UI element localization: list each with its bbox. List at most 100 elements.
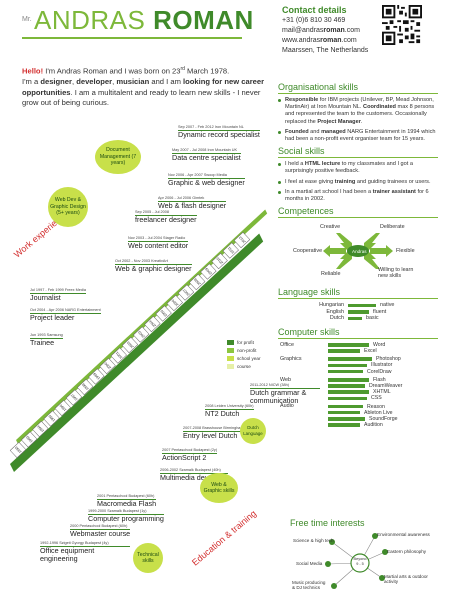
education-date: 2000 Pentaschool Budapest (60h) — [70, 524, 131, 530]
competences-title: Competences — [278, 206, 438, 219]
work-title: Graphic & web designer — [168, 177, 245, 187]
year-label: 2008 — [193, 277, 201, 286]
education-item: 1992-1996 Szigeti Gyorgy Budapest (4y) Of… — [40, 541, 130, 563]
skill-group-name: Office — [280, 341, 294, 348]
skill-row: XHTML — [278, 389, 438, 395]
year-box: 2000 — [99, 357, 116, 375]
email-link[interactable]: mail@andrasroman.com — [282, 27, 360, 34]
hobby-martial: Martial arts & outdoor activity — [384, 574, 428, 584]
year-box: 1992 — [9, 441, 27, 459]
skill-group-name: Web — [280, 376, 291, 383]
year-box: 2005 — [155, 305, 172, 322]
education-item: 2001 Pentaschool Budapest (60h) Macromedi… — [97, 494, 157, 508]
competences-diagram: Andras Creative Deliberate Cooperative F… — [278, 221, 438, 281]
legend-item: non-profit — [227, 346, 261, 354]
education-title: Dutch grammar & communication — [250, 387, 307, 405]
year-label: 2005 — [160, 309, 168, 318]
skill-row: DreamWeaver — [278, 383, 438, 389]
work-title: freelancer designer — [135, 214, 197, 224]
year-box: 2004 — [144, 315, 161, 333]
year-box: 2002 — [121, 336, 139, 354]
skill-name: Word — [373, 341, 386, 348]
competence-cooperative: Cooperative — [293, 248, 323, 255]
year-label: 1994 — [37, 424, 45, 433]
education-title: Computer programming — [88, 513, 164, 523]
language-name: Dutch — [329, 315, 344, 322]
page-title: ANDRAS ROMAN — [34, 5, 254, 36]
title-underline — [22, 37, 242, 39]
education-item: 2000 Pentaschool Budapest (60h) Webmaster… — [70, 524, 131, 538]
work-item: May 2007 - Jul 2008 Iron Mountain UK Data… — [172, 148, 241, 162]
language-row: Dutch basic — [278, 315, 438, 322]
legend-swatch — [227, 339, 234, 345]
website-link[interactable]: www.andrasroman.com — [282, 37, 357, 44]
social-title: Social skills — [278, 146, 438, 159]
year-label: 1998 — [81, 382, 89, 391]
work-date: Jun 1993 Samsung — [30, 333, 63, 339]
skill-name: Audition — [364, 422, 383, 429]
year-label: 2007 — [182, 288, 190, 297]
year-box: 1994 — [32, 420, 49, 438]
computer-skills-list: Office Word Excel Graphics Photoshop Illustra… — [278, 342, 438, 428]
year-box: 1995 — [43, 410, 60, 427]
education-title: Office equipment engineering — [40, 545, 95, 563]
education-date: 2008 Leiden University (60h) — [205, 404, 254, 410]
year-label: 1993 — [25, 435, 33, 444]
skill-row: CorelDraw — [278, 368, 438, 375]
work-date: Nov 2006 - Apr 2007 Swoop Media — [168, 173, 245, 179]
competence-willing: Willing to learn new skills — [378, 267, 414, 280]
education-date: 2007-2008 Brasshouse Birmingham (60h) — [183, 426, 254, 432]
skill-bar — [328, 343, 369, 347]
work-title: Project leader — [30, 312, 75, 322]
social-list: I held a HTML lecture to my classmates a… — [278, 161, 438, 203]
computer-skill-group: Office Word Excel — [278, 342, 438, 354]
work-item: Sep 2005 - Jul 2008 freelancer designer — [135, 210, 197, 224]
skill-name: Photoshop — [376, 356, 401, 363]
language-bar — [348, 316, 362, 321]
skill-row: Audition — [278, 422, 438, 428]
work-date: Oct 2004 - Apr 2006 NARG Entertainment — [30, 308, 101, 314]
year-label: 1992 — [14, 445, 22, 454]
education-item: 2008 Leiden University (60h) NT2 Dutch — [205, 404, 254, 418]
skill-bar — [328, 390, 369, 394]
year-box: 2012 — [233, 231, 251, 249]
skill-row: Illustrator — [278, 362, 438, 368]
skill-bar — [328, 396, 367, 401]
phone: +31 (0)6 810 30 469 — [282, 17, 346, 24]
competence-reliable: Reliable — [321, 271, 341, 278]
timeline-band-lower — [10, 233, 264, 472]
skill-row: SoundForge — [278, 416, 438, 422]
skill-bar — [328, 404, 363, 409]
computer-skill-group: Audio Reason Ableton Live SoundForge Auditio… — [278, 403, 438, 428]
work-item: Nov 2006 - Apr 2007 Swoop Media Graphic &… — [168, 173, 245, 187]
competences-arrows — [323, 233, 393, 270]
language-list: Hungarian native English fluent Dutch basic — [278, 302, 438, 322]
year-label: 2002 — [126, 340, 134, 349]
work-item: Jul 1997 - Feb 1999 Freex Media Journalis… — [30, 288, 86, 302]
bubble-technical-skills: Technical skills — [133, 543, 163, 573]
year-label: 2012 — [238, 235, 246, 244]
education-date: 1992-1996 Szigeti Gyorgy Budapest (4y) — [40, 541, 130, 547]
year-box: 1993 — [21, 431, 38, 448]
language-row: English fluent — [278, 309, 438, 316]
legend-swatch — [227, 355, 234, 361]
skill-row: Word — [278, 342, 438, 348]
bubble-dutch-language: Dutch Language — [240, 418, 266, 444]
year-box: 1999 — [88, 368, 105, 385]
hobby-social: Social Media — [296, 561, 323, 566]
work-title: Web & flash designer — [158, 200, 227, 210]
work-title: Dynamic record specialist — [178, 129, 260, 139]
skill-name: CSS — [371, 395, 382, 402]
work-title: Web content editor — [128, 240, 189, 250]
skill-bar — [328, 378, 369, 382]
year-box: 1996 — [54, 399, 71, 417]
language-title: Language skills — [278, 287, 438, 300]
skill-name: Flash — [373, 376, 386, 383]
year-box: 2003 — [133, 326, 150, 343]
legend-item: course — [227, 362, 261, 370]
hobby-eastern: Eastern philosophy — [387, 549, 427, 554]
computer-skill-group: Graphics Photoshop Illustrator CorelDraw — [278, 356, 438, 375]
education-item: 2011-2012 NICW (38h) Dutch grammar & comm… — [250, 383, 320, 405]
year-label: 2003 — [137, 330, 145, 339]
